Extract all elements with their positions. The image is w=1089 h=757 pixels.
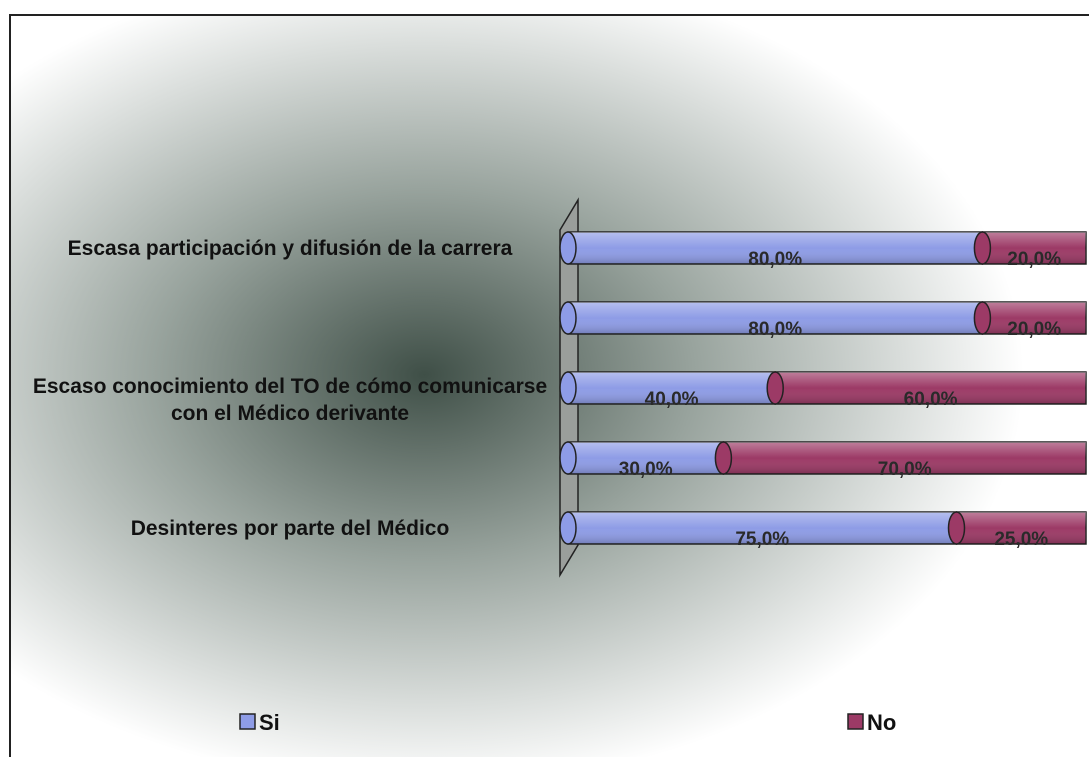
bar-shade	[956, 512, 1086, 544]
data-label: 60,0%	[904, 389, 958, 410]
bar-cap	[766, 371, 784, 405]
data-label: 40,0%	[645, 389, 699, 410]
bar-segment	[714, 441, 1087, 475]
bar-shade	[982, 302, 1086, 334]
data-label: 80,0%	[748, 249, 802, 270]
bar-cap	[559, 301, 577, 335]
bar-segment	[766, 371, 1087, 405]
bar-cap	[973, 231, 992, 265]
bar-segment	[559, 511, 958, 545]
bar-shade	[568, 232, 983, 264]
bar-shade	[568, 512, 957, 544]
bar-shade	[982, 232, 1086, 264]
bar-cap	[973, 301, 992, 335]
bar-shade	[775, 372, 1086, 404]
bar-segment	[559, 441, 725, 475]
bar-segment	[973, 231, 1087, 265]
bar-cap	[947, 511, 966, 545]
data-label: 70,0%	[878, 459, 932, 480]
legend-label: No	[867, 710, 896, 735]
data-label: 30,0%	[619, 459, 673, 480]
category-label: Escaso conocimiento del TO de cómo comun…	[32, 375, 548, 425]
category-label: Desinteres por parte del Médico	[130, 516, 450, 540]
legend-swatch	[239, 713, 256, 730]
legend-label: Si	[259, 710, 280, 735]
bar-segment	[559, 371, 776, 405]
bar-cap	[714, 441, 733, 475]
bar-shade	[568, 442, 724, 474]
data-label: 75,0%	[735, 529, 789, 550]
bar-segment	[559, 231, 984, 265]
bar-cap	[559, 441, 577, 475]
bar-segment	[947, 511, 1087, 545]
bar-segment	[973, 301, 1087, 335]
bar-segment	[559, 301, 984, 335]
bar-cap	[559, 511, 577, 545]
data-label: 25,0%	[994, 529, 1048, 550]
bar-shade	[568, 302, 983, 334]
data-label: 20,0%	[1007, 319, 1061, 340]
data-label: 80,0%	[748, 319, 802, 340]
category-label: Escasa participación y difusión de la ca…	[67, 236, 513, 260]
bar-shade	[568, 372, 776, 404]
legend-swatch	[847, 713, 864, 730]
data-label: 20,0%	[1007, 249, 1061, 270]
bar-cap	[559, 371, 577, 405]
bar-shade	[723, 442, 1086, 474]
bar-cap	[559, 231, 577, 265]
